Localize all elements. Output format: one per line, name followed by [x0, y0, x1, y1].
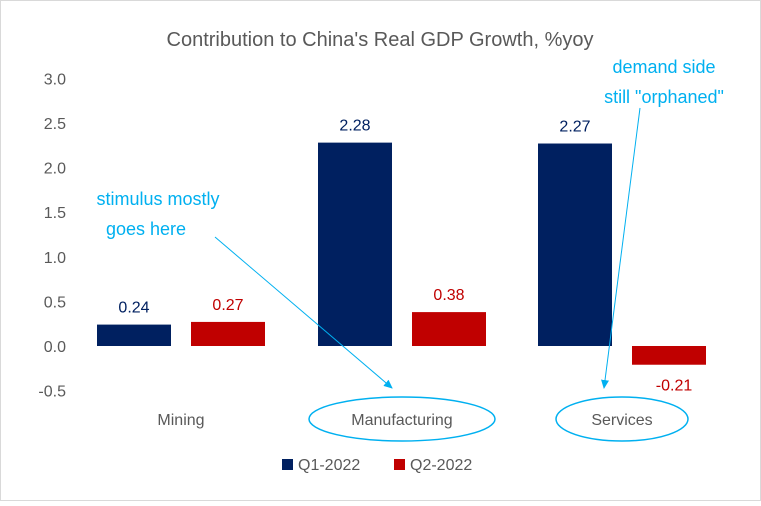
- data-label: 0.38: [433, 287, 464, 304]
- annotation-text: demand side: [612, 57, 715, 77]
- data-label: 0.24: [118, 300, 149, 317]
- y-tick-label: 0.0: [44, 339, 66, 356]
- highlight-ellipse-services: [555, 396, 689, 442]
- bar-Q1-2022-Services: [538, 143, 612, 346]
- x-category-label: Services: [591, 412, 652, 429]
- y-tick-label: 2.0: [44, 161, 66, 178]
- bar-Q2-2022-Mining: [191, 321, 265, 346]
- annotation-text: goes here: [106, 219, 186, 239]
- y-tick-label: -0.5: [38, 384, 66, 401]
- y-tick-label: 2.5: [44, 116, 66, 133]
- annotation-arrow: [601, 107, 641, 389]
- annotation-arrow: [214, 236, 393, 389]
- data-label: 2.27: [559, 119, 590, 136]
- data-label: 2.28: [339, 118, 370, 135]
- annotation-text: still "orphaned": [604, 87, 724, 107]
- chart-title: Contribution to China's Real GDP Growth,…: [167, 29, 594, 51]
- data-label: -0.21: [656, 378, 693, 395]
- legend-label: Q2-2022: [410, 457, 472, 474]
- x-category-label: Manufacturing: [351, 412, 452, 429]
- legend-label: Q1-2022: [298, 457, 360, 474]
- y-tick-label: 3.0: [44, 71, 66, 88]
- y-tick-label: 1.0: [44, 250, 66, 267]
- bar-Q1-2022-Mining: [97, 324, 171, 346]
- highlight-ellipse-manufacturing: [308, 396, 496, 442]
- bar-Q1-2022-Manufacturing: [318, 142, 392, 346]
- y-tick-label: 1.5: [44, 205, 66, 222]
- annotation-text: stimulus mostly: [96, 189, 219, 209]
- data-label: 0.27: [212, 297, 243, 314]
- bar-Q2-2022-Manufacturing: [412, 312, 486, 346]
- legend-swatch: [282, 459, 293, 470]
- legend-swatch: [394, 459, 405, 470]
- bar-Q2-2022-Services: [632, 346, 706, 365]
- y-tick-label: 0.5: [44, 294, 66, 311]
- x-category-label: Mining: [157, 412, 204, 429]
